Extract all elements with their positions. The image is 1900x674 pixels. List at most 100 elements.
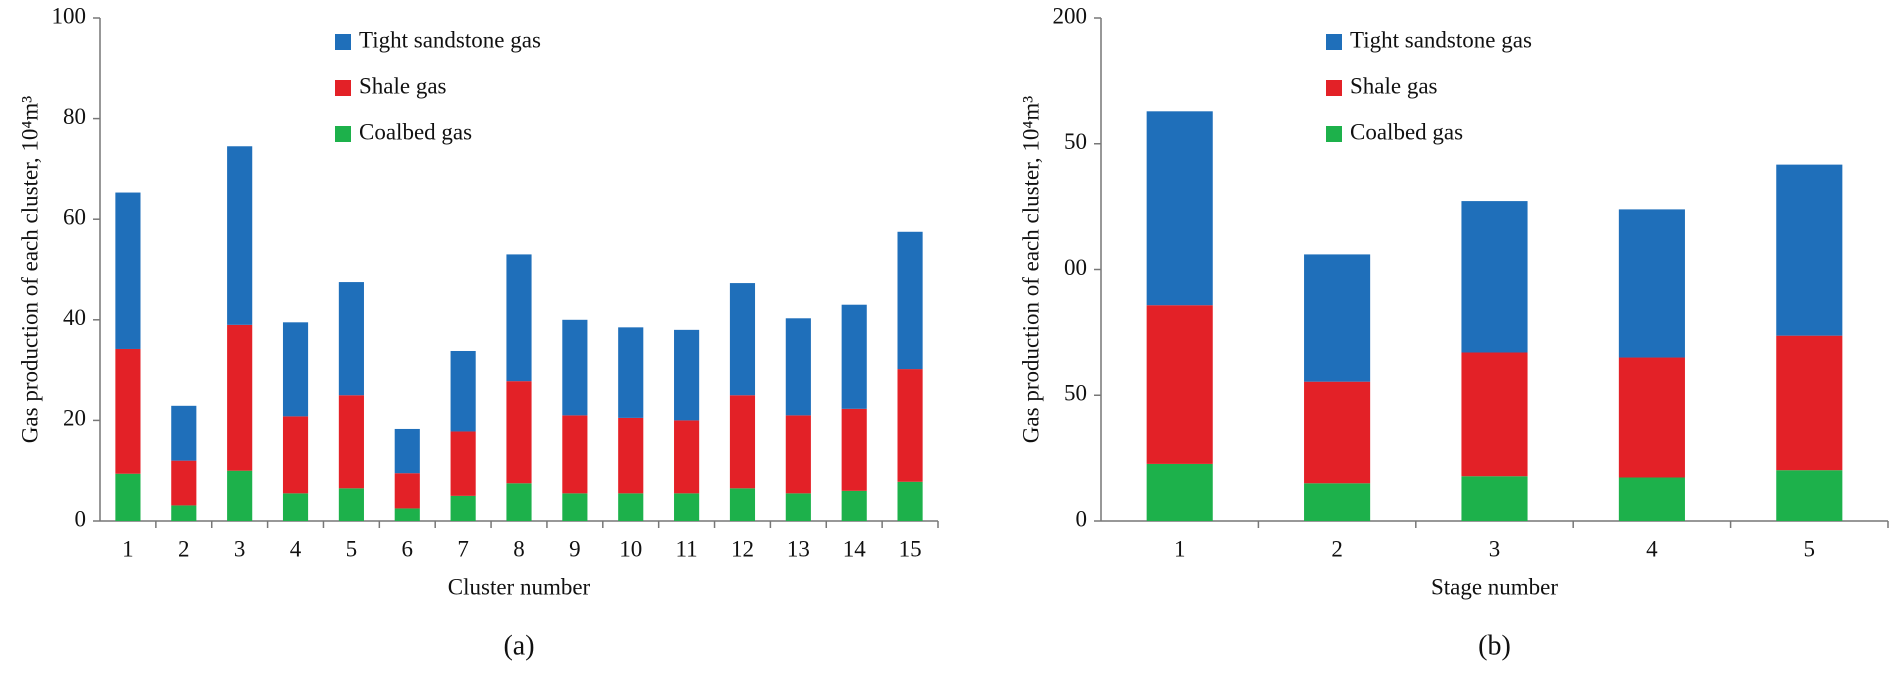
y-tick-label: 60 [63,204,86,229]
bar-segment [506,483,532,521]
y-tick-label: 40 [63,305,86,330]
x-tick-label: 5 [1804,536,1816,561]
x-tick-label: 14 [843,536,867,561]
bar-segment [171,505,197,521]
x-tick-label: 1 [122,536,134,561]
bar-segment [729,488,756,521]
bar-segment [897,369,923,482]
bar-segment [841,304,867,409]
bar-segment [1776,164,1843,336]
bar-segment [1618,357,1685,478]
x-tick-label: 9 [569,536,581,561]
legend-swatch [335,126,351,142]
legend-label: Shale gas [1350,73,1438,98]
bar-segment [1304,254,1371,382]
x-tick-label: 13 [787,536,810,561]
bar-segment [1461,352,1528,477]
bar-segment [1146,463,1213,521]
bar-segment [450,495,476,521]
bar-segment [897,231,923,370]
x-tick-label: 2 [178,536,190,561]
caption: (a) [503,630,534,661]
bar-segment [282,416,309,494]
bar-segment [506,254,532,382]
y-tick-label: 100 [52,3,87,28]
bar-segment [1304,483,1371,521]
bar-segment [450,350,476,432]
bar-segment [1461,201,1528,353]
x-tick-label: 15 [899,536,922,561]
bar-segment [674,329,700,421]
x-tick-label: 3 [234,536,246,561]
bar-segment [785,493,811,521]
bar-segment [785,415,811,494]
bar-segment [1618,209,1685,358]
bar-segment [227,470,253,521]
x-tick-label: 6 [402,536,414,561]
x-axis-label: Cluster number [448,574,591,599]
bar-segment [562,319,588,416]
legend-swatch [1326,126,1342,142]
legend-label: Tight sandstone gas [359,27,541,52]
bar-segment [338,395,364,489]
bar-segment [115,348,141,474]
bar-segment [171,405,197,461]
bar-segment [618,493,644,521]
bar-segment [227,146,253,325]
y-tick-label: 20 [63,406,86,431]
bar-segment [338,488,364,521]
bar-segment [115,473,141,521]
bar-segment [674,420,700,494]
bar-segment [394,428,420,474]
x-tick-label: 8 [513,536,525,561]
bar-segment [450,431,476,496]
legend-label: Coalbed gas [1350,119,1463,144]
x-tick-label: 4 [290,536,302,561]
y-tick-label: 50 [1064,381,1087,406]
legend-label: Shale gas [359,73,447,98]
bar-segment [282,493,309,521]
x-tick-label: 4 [1646,536,1658,561]
bar-segment [282,322,309,417]
x-tick-label: 2 [1331,536,1343,561]
bar-segment [618,327,644,418]
bar-segment [1146,111,1213,306]
y-tick-label: 50 [1064,129,1087,154]
legend-swatch [1326,80,1342,96]
caption: (b) [1478,630,1511,661]
bar-segment [562,415,588,494]
bar-segment [618,417,644,494]
bar-segment [1776,335,1843,471]
x-tick-label: 10 [619,536,642,561]
y-tick-label: 00 [1064,255,1087,280]
bar-segment [1304,381,1371,484]
bar-segment [506,381,532,484]
bar-segment [227,324,253,471]
bar-segment [729,283,756,396]
x-tick-label: 11 [676,536,698,561]
bar-segment [1776,470,1843,521]
x-tick-label: 12 [731,536,754,561]
bar-segment [394,508,420,521]
y-tick-label: 0 [75,506,87,531]
x-tick-label: 1 [1174,536,1186,561]
bar-segment [841,490,867,521]
bar-segment [1461,476,1528,521]
bar-segment [394,473,420,509]
x-tick-label: 5 [346,536,358,561]
x-tick-label: 7 [457,536,469,561]
legend-swatch [335,80,351,96]
bar-segment [785,318,811,416]
legend-label: Tight sandstone gas [1350,27,1532,52]
bar-segment [115,192,141,349]
bar-segment [1618,477,1685,521]
y-axis-label: Gas production of each cluster, 10⁴m³ [17,96,42,443]
bar-segment [729,395,756,489]
y-tick-label: 200 [1053,3,1088,28]
bar-segment [171,460,197,506]
bar-segment [897,481,923,521]
bar-segment [841,408,867,491]
legend-swatch [1326,34,1342,50]
y-tick-label: 0 [1076,506,1088,531]
